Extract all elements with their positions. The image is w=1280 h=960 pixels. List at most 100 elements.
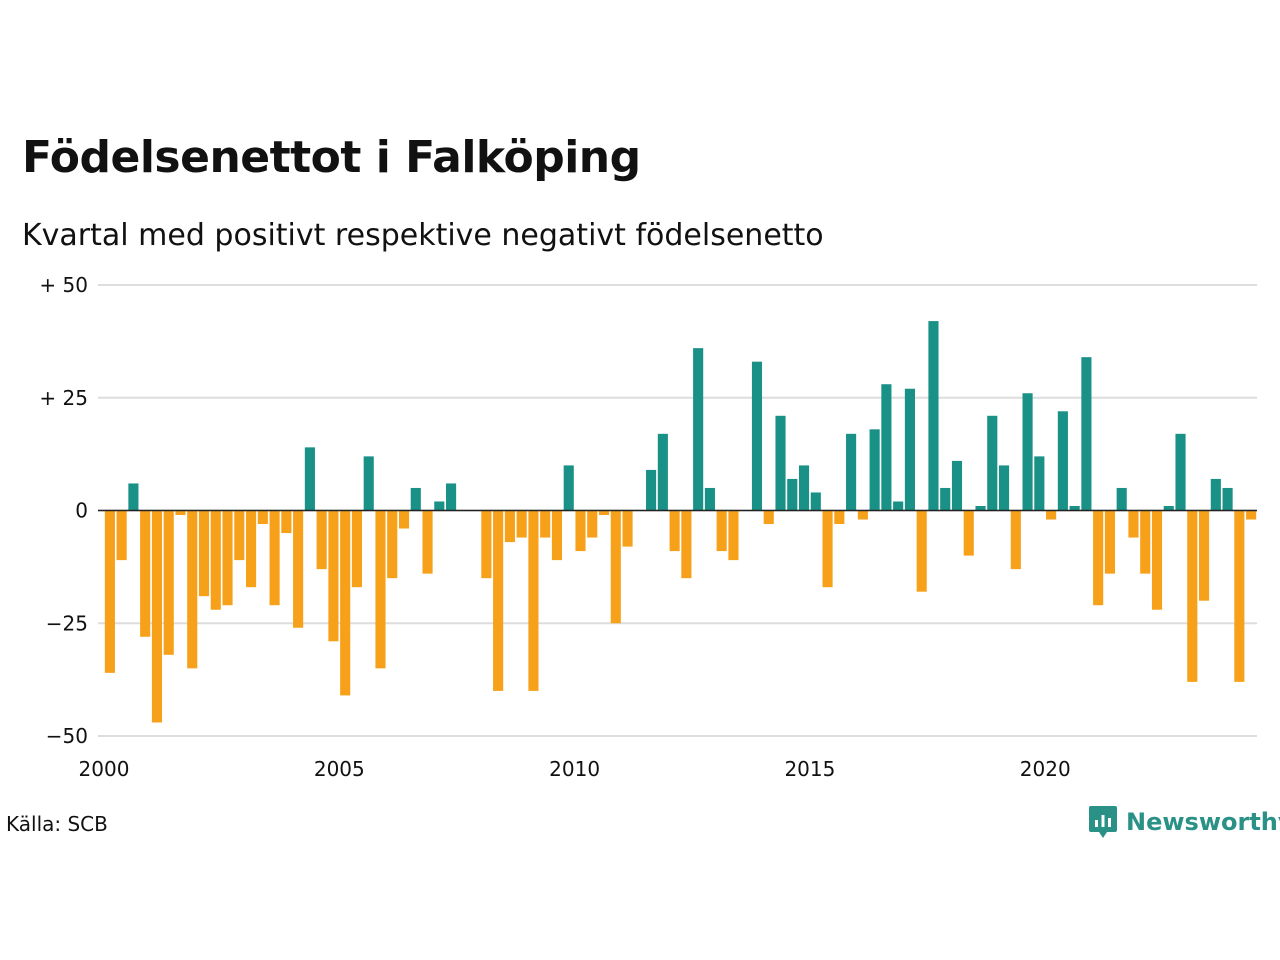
bar-positive [940, 487, 951, 511]
newsworthy-logo-icon [1089, 806, 1117, 838]
bar-negative [916, 510, 927, 592]
bar-negative [328, 510, 339, 642]
bar-positive [928, 321, 939, 511]
bar-positive [998, 465, 1010, 511]
bar-negative [1093, 510, 1104, 606]
y-tick-label: 0 [75, 499, 88, 523]
bar-positive [1210, 478, 1221, 511]
bar-positive [304, 447, 315, 511]
bar-negative [540, 510, 551, 538]
bar-positive [1081, 357, 1092, 511]
bar-negative [481, 510, 492, 579]
bar-negative [610, 510, 621, 624]
bar-negative [316, 510, 327, 570]
bar-negative [198, 510, 210, 597]
bar-negative [1187, 510, 1198, 682]
source-label: Källa: SCB [6, 812, 108, 836]
bar-negative [551, 510, 563, 561]
bar-negative [422, 510, 433, 574]
bar-negative [669, 510, 680, 552]
bar-negative [1128, 510, 1139, 538]
bar-positive [1069, 505, 1080, 511]
x-tick-label: 2020 [1020, 757, 1071, 781]
bar-positive [975, 505, 986, 511]
bar-negative [516, 510, 527, 538]
bar-positive [775, 415, 786, 511]
bar-negative [340, 510, 351, 696]
bar-negative [622, 510, 633, 547]
bar-positive [657, 433, 668, 511]
y-tick-label: + 25 [39, 386, 88, 410]
bar-positive [904, 388, 915, 511]
bar-negative [1198, 510, 1210, 601]
bar-negative [210, 510, 221, 610]
bar-negative [716, 510, 727, 552]
bar-positive [410, 487, 421, 511]
brand-name: Newsworthy [1126, 808, 1280, 836]
bar-positive [563, 465, 574, 511]
bar-negative [175, 510, 186, 516]
newsworthy-logo: Newsworthy [1088, 804, 1280, 840]
chart-subtitle: Kvartal med positivt respektive negativt… [22, 218, 824, 253]
bar-negative [375, 510, 386, 669]
y-tick-label: −25 [46, 611, 88, 635]
bar-positive [869, 429, 880, 511]
bar-negative [728, 510, 739, 561]
bar-negative [163, 510, 174, 655]
bar-negative [351, 510, 363, 588]
bar-positive [1222, 487, 1233, 511]
bar-positive [1116, 487, 1127, 511]
bar-negative [387, 510, 398, 579]
bar-positive [787, 478, 798, 511]
bar-negative [293, 510, 304, 628]
bar-negative [1010, 510, 1021, 570]
chart-title: Födelsenettot i Falköping [22, 132, 641, 183]
x-tick-label: 2005 [314, 757, 365, 781]
bar-positive [846, 433, 857, 511]
bar-negative [822, 510, 833, 588]
bar-positive [951, 460, 963, 511]
bar-negative [398, 510, 410, 529]
bar-negative [269, 510, 280, 606]
bar-positive [881, 384, 892, 511]
bar-negative [116, 510, 127, 561]
bar-positive [1163, 505, 1174, 511]
bar-positive [693, 348, 704, 511]
bar-negative [857, 510, 868, 520]
bar-positive [1022, 393, 1033, 511]
x-tick-label: 2010 [549, 757, 600, 781]
bar-negative [1140, 510, 1151, 574]
bar-negative [1046, 510, 1057, 520]
axes: + 50 + 25 0 −25 −50 2000 2005 2010 2015 2020 [39, 273, 1257, 781]
bar-positive [810, 492, 821, 511]
bar-positive [128, 483, 139, 511]
bar-negative [963, 510, 974, 556]
bar-positive [751, 361, 763, 511]
bar-negative [1246, 510, 1257, 520]
bar-positive [1034, 456, 1045, 511]
bar-negative [151, 510, 163, 723]
bar-negative [140, 510, 151, 637]
bar-negative [222, 510, 233, 606]
bar-negative [1151, 510, 1163, 610]
bar-negative [1104, 510, 1115, 574]
bar-negative [257, 510, 268, 525]
bar-positive [798, 465, 810, 511]
bar-negative [834, 510, 845, 525]
bar-positive [893, 501, 904, 511]
bar-negative [104, 510, 115, 673]
bar-positive [434, 501, 445, 511]
bar-negative [234, 510, 245, 561]
bar-negative [763, 510, 774, 525]
bar-negative [587, 510, 598, 538]
bar-positive [363, 456, 374, 511]
bar-negative [575, 510, 586, 552]
y-tick-label: −50 [46, 724, 88, 748]
bar-positive [646, 469, 657, 511]
bar-positive [1057, 411, 1068, 511]
bar-positive [987, 415, 998, 511]
x-tick-label: 2015 [784, 757, 835, 781]
y-tick-label: + 50 [39, 273, 88, 297]
bar-negative [187, 510, 198, 669]
